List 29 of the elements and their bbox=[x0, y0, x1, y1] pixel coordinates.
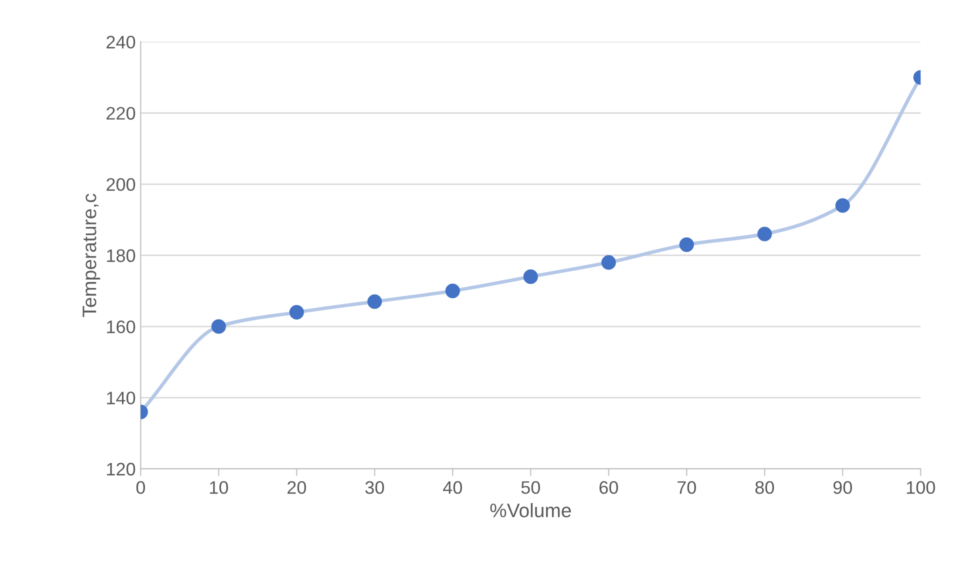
x-tick-label: 20 bbox=[288, 481, 306, 494]
point bbox=[601, 255, 616, 270]
y-tick-label: 200 bbox=[106, 178, 136, 191]
x-tick-label: 40 bbox=[443, 481, 462, 494]
y-tick-label: 220 bbox=[106, 106, 136, 120]
y-tick-label: 120 bbox=[107, 462, 136, 476]
point bbox=[835, 198, 850, 213]
x-tick-label: 60 bbox=[600, 481, 618, 494]
y-axis-title: Temperature,c bbox=[82, 194, 100, 318]
x-tick-label: 0 bbox=[136, 481, 145, 494]
x-tick-label: 100 bbox=[906, 481, 935, 494]
y-tick-label: 240 bbox=[106, 36, 136, 49]
point bbox=[523, 269, 538, 284]
y-tick-label: 140 bbox=[107, 392, 136, 404]
point bbox=[367, 294, 382, 309]
x-tick-label: 30 bbox=[365, 481, 384, 494]
y-tick-label: 160 bbox=[107, 320, 136, 334]
point bbox=[289, 305, 304, 320]
x-tick-label: 70 bbox=[678, 481, 696, 494]
point bbox=[445, 284, 460, 298]
x-axis-title: %Volume bbox=[490, 503, 571, 518]
point bbox=[211, 319, 226, 334]
x-tick-label: 90 bbox=[833, 481, 852, 494]
point bbox=[679, 237, 694, 252]
x-tick-label: 80 bbox=[755, 481, 774, 494]
point bbox=[757, 226, 772, 242]
x-tick-label: 10 bbox=[210, 481, 228, 494]
y-tick-label: 180 bbox=[107, 249, 136, 262]
x-tick-label: 50 bbox=[521, 481, 540, 494]
